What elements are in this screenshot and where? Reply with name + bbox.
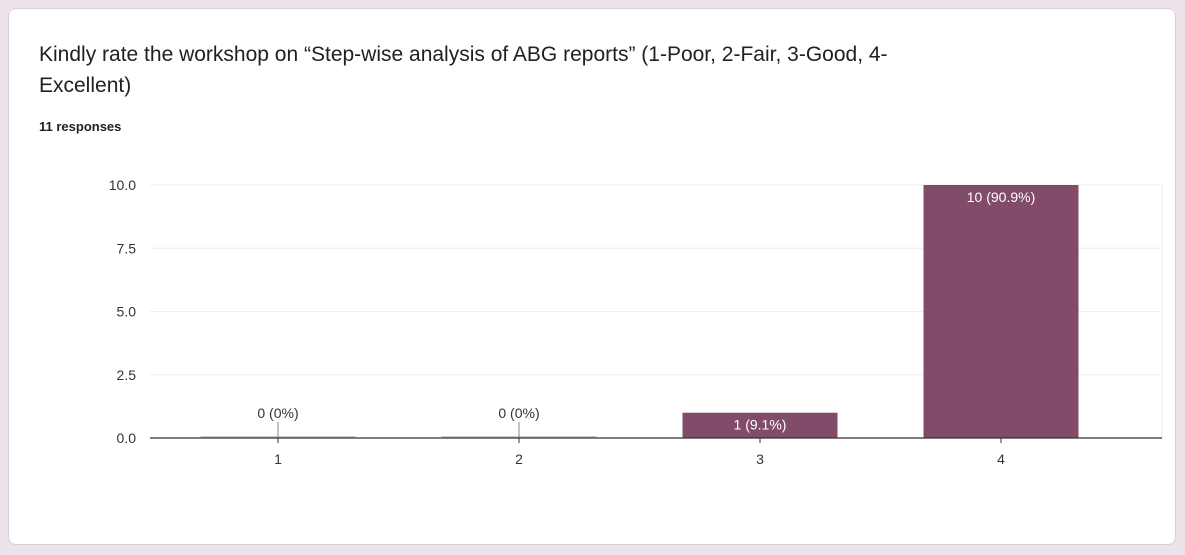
y-tick-label: 2.5 bbox=[117, 367, 137, 383]
x-tick-label: 1 bbox=[274, 451, 282, 467]
question-title: Kindly rate the workshop on “Step-wise a… bbox=[39, 43, 888, 97]
x-tick-label: 4 bbox=[997, 451, 1005, 467]
data-label: 1 (9.1%) bbox=[734, 417, 787, 433]
x-tick-label: 2 bbox=[515, 451, 523, 467]
y-tick-label: 5.0 bbox=[117, 304, 137, 320]
response-count: 11 responses bbox=[39, 119, 122, 134]
data-label: 0 (0%) bbox=[257, 405, 298, 421]
data-label: 10 (90.9%) bbox=[967, 189, 1035, 205]
y-tick-label: 10.0 bbox=[109, 177, 136, 193]
bar bbox=[923, 185, 1079, 438]
x-tick-label: 3 bbox=[756, 451, 764, 467]
y-tick-label: 0.0 bbox=[117, 430, 137, 446]
bar bbox=[682, 412, 838, 438]
data-label: 0 (0%) bbox=[498, 405, 539, 421]
y-tick-label: 7.5 bbox=[117, 240, 137, 256]
